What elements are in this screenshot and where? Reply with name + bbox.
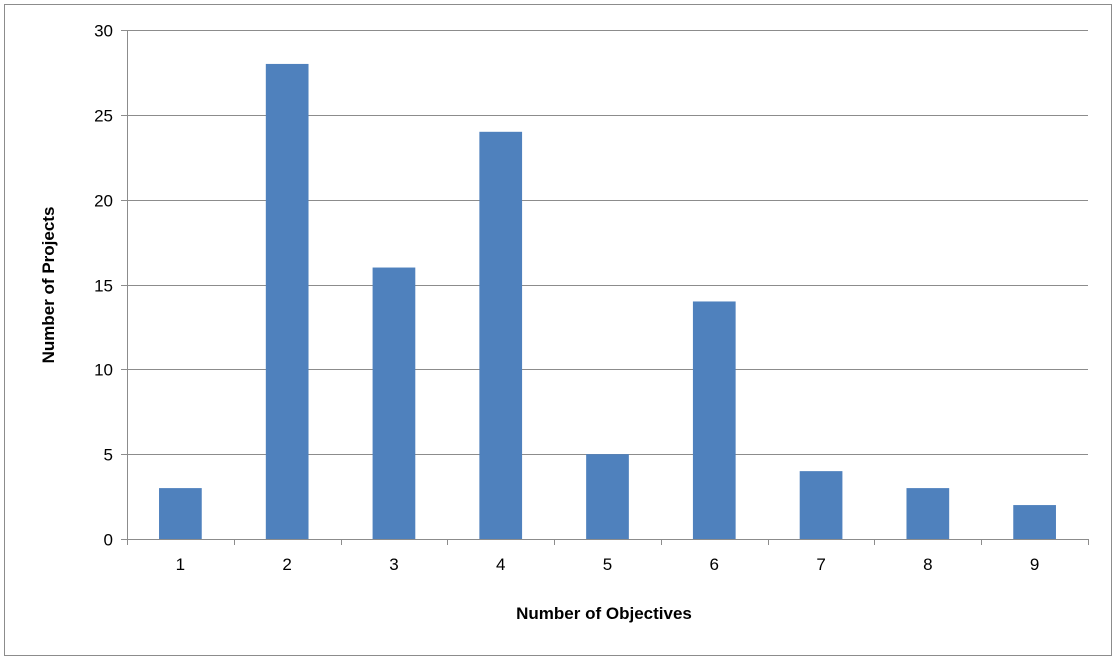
x-tick-label: 5	[603, 555, 612, 574]
bars	[159, 63, 1056, 540]
axes	[121, 30, 1089, 545]
y-axis-title: Number of Projects	[39, 207, 58, 364]
y-tick-label: 30	[94, 22, 113, 41]
bar	[265, 63, 309, 539]
x-tick-label: 8	[923, 555, 932, 574]
x-tick-labels: 1 2 3 4 5 6 7 8 9	[176, 555, 1040, 574]
y-tick-label: 0	[104, 531, 113, 550]
bar	[159, 488, 202, 539]
x-axis-title: Number of Objectives	[516, 604, 692, 623]
x-tick-label: 6	[710, 555, 719, 574]
y-tick-label: 20	[94, 192, 113, 211]
y-tick-label: 15	[94, 277, 113, 296]
x-tick-label: 9	[1030, 555, 1039, 574]
y-tick-label: 5	[104, 446, 113, 465]
bar	[799, 471, 843, 539]
x-tick-label: 7	[816, 555, 825, 574]
bar	[906, 488, 950, 539]
x-tick-label: 2	[282, 555, 291, 574]
bar	[586, 454, 629, 539]
x-tick-label: 4	[496, 555, 505, 574]
chart-frame	[4, 4, 1112, 656]
bar	[479, 131, 523, 540]
y-tick-labels: 0 5 10 15 20 25 30	[94, 22, 113, 550]
y-tick-label: 25	[94, 107, 113, 126]
y-tick-label: 10	[94, 361, 113, 380]
bar	[372, 267, 416, 539]
bar	[692, 301, 736, 539]
x-tick-label: 3	[389, 555, 398, 574]
bar	[1013, 505, 1056, 539]
x-tick-label: 1	[176, 555, 185, 574]
